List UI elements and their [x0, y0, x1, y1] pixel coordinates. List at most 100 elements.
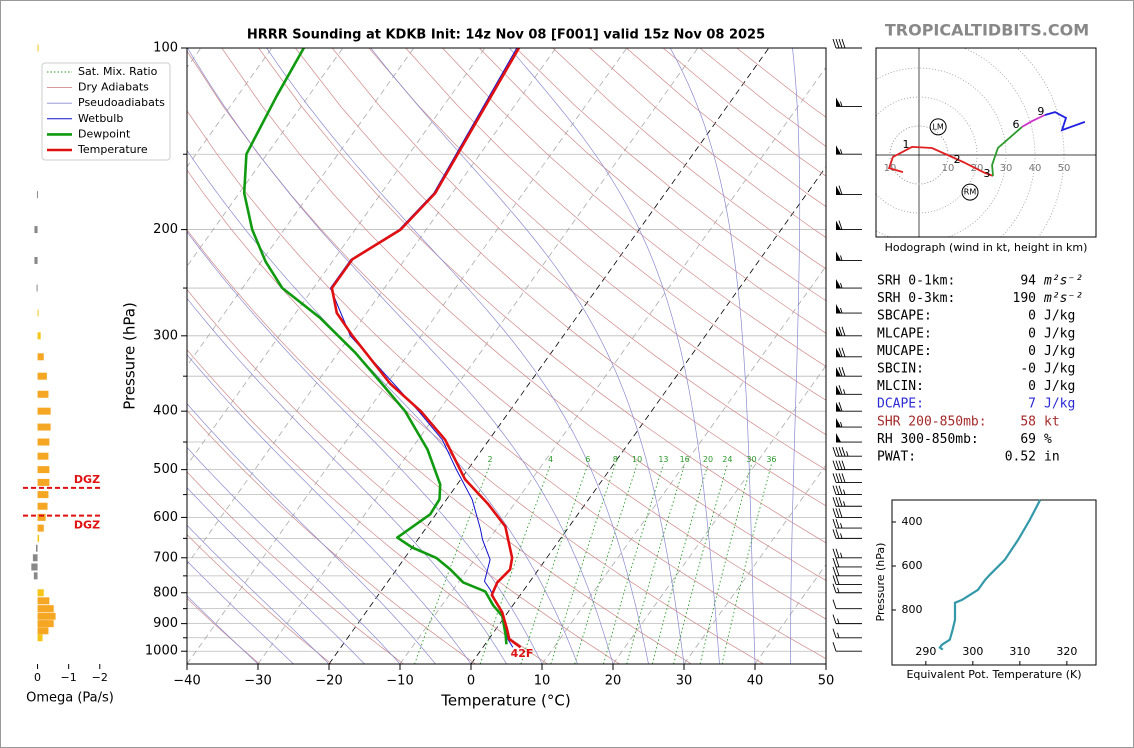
- omega-bar: [37, 491, 49, 499]
- barb-feather: [838, 347, 843, 357]
- dry-adiabat: [331, 48, 826, 471]
- moist-adiabat: [187, 48, 614, 664]
- storm-motion-label: LM: [932, 122, 943, 131]
- omega-bar: [37, 534, 40, 542]
- omega-bar: [32, 554, 38, 562]
- omega-axis-label: Omega (Pa/s): [26, 691, 114, 706]
- barb-feather: [835, 518, 840, 529]
- barb-feather: [832, 497, 837, 507]
- moist-adiabat: [187, 524, 330, 664]
- barb-half: [840, 282, 843, 289]
- hodo-segment: [991, 126, 1023, 176]
- barb-feather: [838, 326, 843, 336]
- y-tick-label: 800: [153, 585, 178, 600]
- wind-barb: [836, 433, 862, 443]
- dgz-label: DGZ: [74, 473, 100, 486]
- wind-barb: [832, 583, 862, 594]
- hodograph-frame: [875, 47, 1097, 238]
- thetae-x-tick-label: 310: [1009, 645, 1030, 658]
- omega-bar: [37, 309, 39, 317]
- dry-adiabat: [258, 48, 826, 544]
- x-tick-label: 30: [676, 674, 693, 689]
- hodo-ring-label: 30: [1000, 163, 1013, 174]
- moist-adiabat: [509, 48, 720, 664]
- omega-bar: [36, 191, 38, 199]
- wind-barb: [836, 97, 862, 107]
- mixing-ratio-line: [520, 464, 589, 664]
- thetae-line: [938, 499, 1042, 651]
- legend-label: Pseudoadiabats: [78, 96, 165, 109]
- barb-feather: [832, 473, 837, 483]
- stat-value: 0.52: [1005, 450, 1036, 465]
- stat-label: PWAT:: [877, 450, 916, 465]
- barb-pennant: [836, 304, 841, 314]
- mixing-ratio-label: 24: [722, 455, 732, 464]
- barb-feather: [835, 508, 840, 518]
- mixing-ratio-label: 6: [585, 455, 590, 464]
- legend-label: Sat. Mix. Ratio: [78, 65, 158, 78]
- sounding-line: [330, 48, 522, 649]
- stat-label: SHR 200-850mb:: [877, 414, 987, 429]
- sounding-line: [242, 48, 508, 645]
- hodo-height-label: 3: [983, 167, 990, 180]
- omega-bar: [37, 466, 50, 474]
- mixing-ratio-line: [721, 464, 772, 664]
- moist-adiabat: [187, 149, 578, 664]
- dry-adiabat: [515, 48, 826, 302]
- dry-adiabat: [187, 289, 620, 664]
- wind-barb: [836, 145, 862, 155]
- legend-label: Wetbulb: [78, 112, 123, 125]
- omega-bar: [37, 332, 41, 340]
- dry-adiabat: [479, 48, 826, 334]
- barb-feather: [832, 575, 837, 585]
- barb-half: [840, 101, 843, 107]
- brand: TROPICALTIDBITS.COM: [885, 21, 1089, 40]
- y-tick-label: 700: [153, 550, 178, 565]
- barb-feather: [838, 38, 843, 49]
- y-tick-label: 200: [153, 222, 178, 237]
- omega-bar: [37, 452, 49, 460]
- chart-title: HRRR Sounding at KDKB Init: 14z Nov 08 […: [247, 28, 765, 43]
- barb-half: [846, 451, 849, 457]
- storm-motion-marker: [929, 118, 947, 136]
- storm-motion-marker: [961, 183, 979, 201]
- barb-feather: [841, 38, 846, 49]
- barb-feather: [835, 529, 840, 539]
- stat-label: SBCIN:: [877, 362, 924, 377]
- omega-bar: [34, 226, 38, 234]
- wind-barb: [832, 628, 862, 639]
- barb-feather: [832, 599, 837, 609]
- x-tick-label: 20: [605, 674, 622, 689]
- omega-bar: [36, 284, 38, 292]
- hodo-ring: [876, 96, 978, 214]
- wind-barb: [836, 367, 862, 377]
- x-axis-label: Temperature (°C): [440, 692, 570, 710]
- dry-adiabat: [187, 409, 476, 664]
- omega-bar: [37, 423, 51, 431]
- thetae-x-tick-label: 320: [1056, 645, 1077, 658]
- isotherm: [187, 48, 557, 566]
- barb-feather: [838, 185, 843, 195]
- dry-adiabat: [187, 229, 692, 664]
- y-axis-label: Pressure (hPa): [121, 302, 139, 410]
- wind-barb: [832, 548, 862, 559]
- hodo-height-label: 9: [1037, 105, 1044, 118]
- stat-value: 190: [1013, 291, 1036, 306]
- barb-feather: [832, 485, 837, 495]
- sounding-lines: [242, 48, 522, 649]
- barb-feather: [841, 326, 846, 336]
- legend-label: Dewpoint: [78, 127, 131, 140]
- wind-barb: [832, 485, 862, 496]
- barb-feather: [832, 460, 837, 470]
- barb-feather: [838, 485, 843, 495]
- isotherm: [187, 48, 273, 168]
- stat-unit: J/kg: [1044, 397, 1075, 412]
- barb-pennant: [836, 347, 841, 357]
- barb-feather: [838, 402, 843, 412]
- y-tick-label: 400: [153, 404, 178, 419]
- wind-barb: [832, 614, 862, 625]
- barb-feather: [832, 566, 837, 576]
- omega-tick-label: −1: [61, 671, 77, 684]
